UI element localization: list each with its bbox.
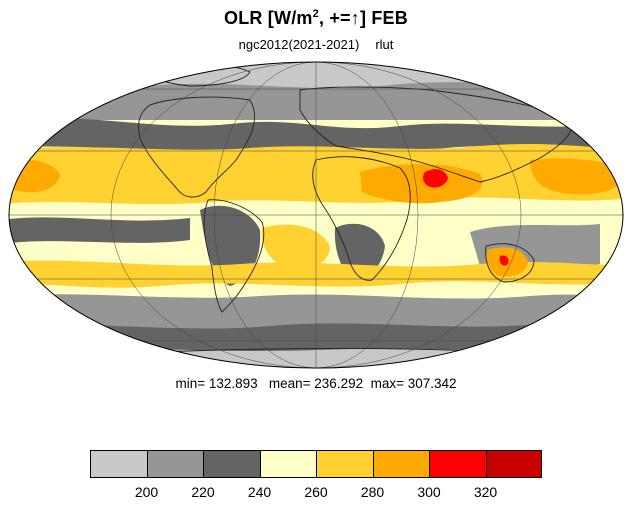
colorbar-swatch [372, 450, 430, 478]
up-arrow-icon: ↑ [350, 8, 360, 28]
colorbar-swatch [429, 450, 487, 478]
coast-australia [485, 243, 535, 283]
colorbar-tick-label: 260 [304, 484, 328, 500]
coast-africa [312, 156, 411, 281]
band-orange-west-pacific [530, 158, 623, 195]
variable-label: rlut [375, 37, 394, 52]
coast-eurasia [299, 86, 574, 183]
band-red-arabia [423, 169, 448, 188]
run-label: ngc2012(2021-2021) [238, 37, 360, 52]
stats-line: min= 132.893 mean= 236.292 max= 307.342 [175, 376, 457, 391]
colorbar-tick-label: 300 [417, 484, 441, 500]
colorbar [90, 450, 542, 478]
colorbar-swatch [485, 450, 542, 478]
world-map [0, 50, 632, 380]
map-canvas [8, 61, 624, 369]
band-south-atlantic [261, 224, 330, 270]
colorbar-tick-label: 200 [134, 484, 159, 500]
colorbar-tick-label: 220 [191, 484, 215, 500]
colorbar-swatch [316, 450, 374, 478]
coast-south-america [203, 199, 265, 313]
colorbar-tick-label: 240 [247, 484, 272, 500]
band-orange-africa [360, 163, 483, 204]
graticule [9, 62, 623, 368]
map-border [8, 61, 624, 369]
gridline-lon [213, 62, 419, 368]
map-subtitle: ngc2012(2021-2021) rlut [0, 37, 632, 52]
colorbar-tick-label: 280 [360, 484, 385, 500]
colorbar-swatch [203, 450, 261, 478]
colorbar-swatch [146, 450, 204, 478]
band-itcz-pacific [9, 217, 190, 244]
band-red-australia [499, 255, 509, 266]
coast-north-america [138, 96, 255, 198]
colorbar-tick-label: 320 [473, 484, 498, 500]
map-title: OLR [W/m2, +=↑] FEB [224, 8, 408, 28]
colorbar-swatch [90, 450, 148, 478]
colorbar-swatch [259, 450, 317, 478]
gridline-lon [110, 62, 522, 368]
